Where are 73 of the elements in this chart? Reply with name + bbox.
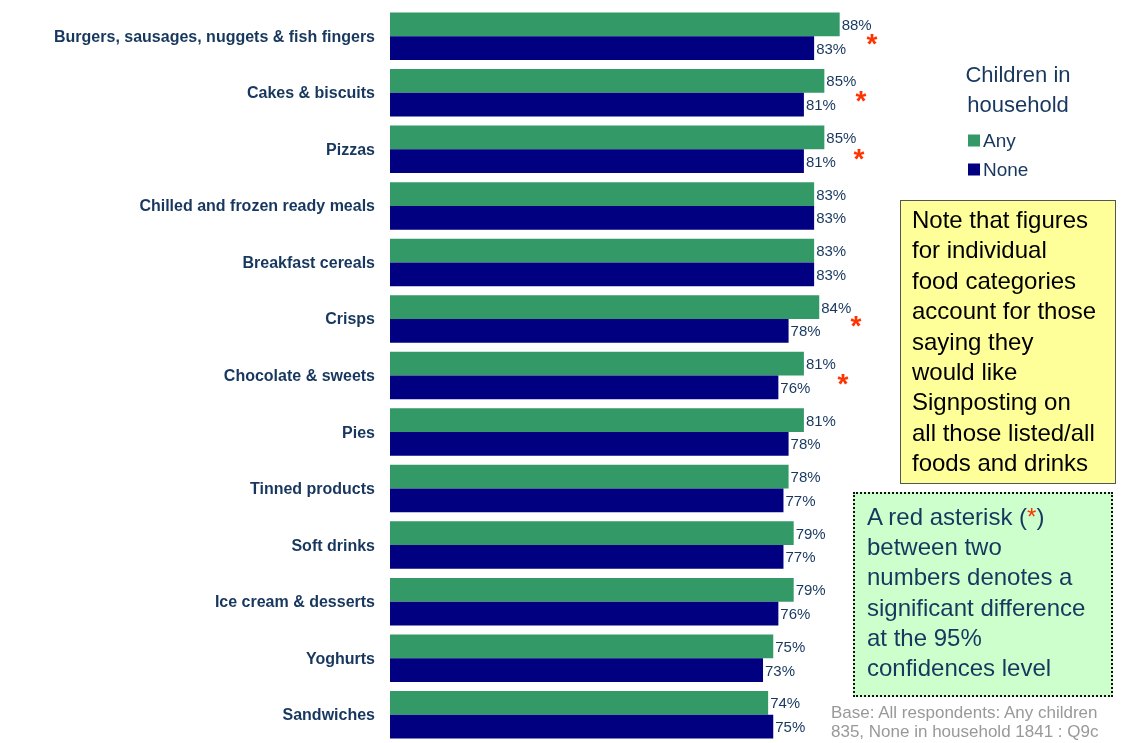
bar	[390, 318, 789, 343]
bar	[390, 432, 789, 456]
data-label: 78%	[790, 468, 821, 486]
data-label: 79%	[795, 524, 826, 542]
y-tick-label: Pizzas	[326, 140, 376, 158]
bar	[390, 488, 784, 513]
bar	[390, 658, 764, 682]
text: *	[850, 309, 862, 341]
y-tick-label: Pies	[342, 423, 376, 441]
y-tick-label: Breakfast cereals	[242, 253, 376, 271]
bar	[390, 205, 815, 230]
data-label: 77%	[785, 548, 816, 566]
data-label: 78%	[790, 322, 821, 340]
data-label: 85%	[826, 72, 857, 90]
legend-label: Any	[983, 130, 1017, 151]
bar	[390, 521, 794, 546]
data-label: 83%	[816, 265, 847, 283]
y-tick-label: Chocolate & sweets	[223, 367, 376, 384]
data-label: 78%	[790, 435, 821, 453]
data-label: 74%	[770, 694, 801, 712]
bar	[390, 92, 804, 117]
bar	[390, 634, 774, 659]
bar	[390, 295, 820, 319]
bar	[390, 262, 815, 287]
bar	[390, 149, 804, 174]
bar	[390, 182, 815, 206]
data-label: 83%	[816, 242, 847, 260]
text: *	[855, 84, 867, 116]
data-label: 73%	[765, 661, 796, 679]
y-tick-label: Chilled and frozen ready meals	[139, 197, 376, 215]
y-tick-label: Cakes & biscuits	[246, 84, 376, 102]
legend-label: None	[983, 159, 1029, 180]
data-label: 88%	[841, 15, 872, 33]
data-label: 75%	[775, 718, 806, 736]
bar	[390, 238, 815, 263]
y-tick-label: Sandwiches	[282, 706, 376, 724]
data-label: 81%	[805, 411, 836, 429]
bar	[390, 69, 825, 93]
data-label: 84%	[821, 298, 852, 316]
bar	[390, 601, 779, 626]
data-label: 76%	[780, 605, 811, 623]
bar	[390, 690, 769, 715]
bar	[390, 375, 779, 400]
data-label: 76%	[780, 378, 811, 396]
data-label: 83%	[816, 39, 847, 57]
y-tick-label: Yoghurts	[305, 649, 376, 667]
annotation: *	[837, 367, 849, 399]
data-label: 81%	[805, 355, 836, 373]
bar	[390, 714, 774, 739]
data-label: 77%	[785, 491, 816, 509]
bar	[390, 577, 794, 602]
bar	[390, 408, 804, 433]
bar	[390, 351, 804, 376]
note-box: Note that figures for individual food categories account for those saying they would like Signposting on all those listed/all foods and drinks	[900, 200, 1116, 484]
data-label: 81%	[805, 152, 836, 170]
bar	[390, 545, 784, 569]
y-tick-label: Soft drinks	[291, 536, 376, 554]
data-label: 75%	[775, 637, 806, 655]
bar	[390, 464, 789, 489]
bar	[390, 12, 840, 37]
data-label: 81%	[805, 96, 836, 114]
bar	[390, 125, 825, 150]
y-tick-label: Ice cream & desserts	[214, 593, 376, 611]
data-label: 83%	[816, 209, 847, 227]
y-tick-label: Tinned products	[249, 480, 376, 498]
legend-title: Children in household	[964, 61, 1072, 119]
y-tick-label: Crisps	[325, 310, 376, 328]
data-label: 83%	[816, 185, 847, 203]
data-label: 79%	[795, 581, 826, 599]
note-box: A red asterisk (*) between two numbers denotes a significant difference at the 95% confidences level	[853, 492, 1113, 697]
y-tick-label: Burgers, sausages, nuggets & fish fingers	[54, 27, 376, 45]
bar	[390, 36, 815, 61]
annotation: Base: All respondents: Any children 835, None in household 1841 : Q9c	[831, 703, 1100, 741]
